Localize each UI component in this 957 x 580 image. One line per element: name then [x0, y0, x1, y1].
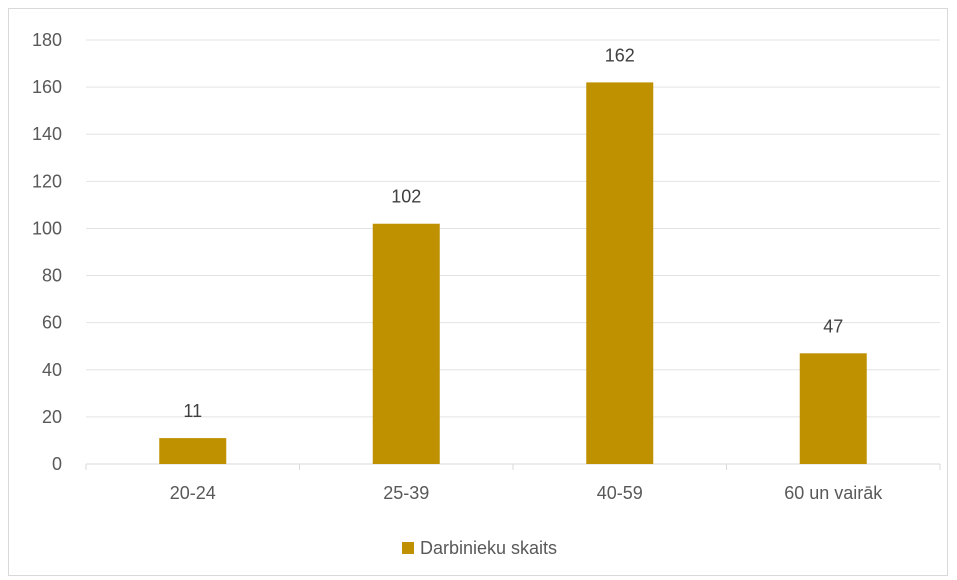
x-tick-label: 25-39	[383, 483, 429, 503]
y-axis-tick-labels: 0 20 40 60 80 100 120 140 160 180	[32, 30, 62, 474]
chart-frame	[8, 8, 948, 576]
data-label: 11	[183, 401, 202, 421]
bar	[586, 82, 654, 465]
y-tick-label: 20	[42, 407, 62, 427]
legend: Darbinieku skaits	[402, 538, 557, 558]
bar	[372, 223, 440, 464]
y-tick-label: 160	[32, 77, 62, 97]
x-tick-label: 40-59	[597, 483, 643, 503]
bar	[799, 353, 867, 464]
y-tick-label: 0	[52, 454, 62, 474]
gridlines	[85, 39, 941, 470]
x-axis-tick-labels: 20-24 25-39 40-59 60 un vairāk	[170, 483, 884, 503]
bar	[159, 438, 227, 464]
x-tick-label: 60 un vairāk	[784, 483, 883, 503]
data-label: 102	[391, 187, 421, 207]
y-tick-label: 140	[32, 124, 62, 144]
data-label: 162	[605, 45, 635, 65]
legend-swatch	[402, 542, 414, 554]
legend-label: Darbinieku skaits	[420, 538, 557, 558]
data-labels: 11 102 162 47	[183, 45, 843, 421]
bars	[159, 82, 867, 465]
y-tick-label: 80	[42, 266, 62, 286]
y-tick-label: 60	[42, 313, 62, 333]
y-tick-label: 100	[32, 218, 62, 238]
y-tick-label: 40	[42, 360, 62, 380]
y-tick-label: 120	[32, 171, 62, 191]
x-tick-label: 20-24	[170, 483, 216, 503]
data-label: 47	[823, 316, 843, 336]
y-tick-label: 180	[32, 30, 62, 50]
